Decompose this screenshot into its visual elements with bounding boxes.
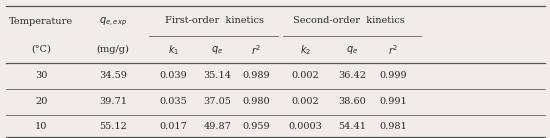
Text: 34.59: 34.59 [99,71,127,80]
Text: $k_2$: $k_2$ [300,43,311,57]
Text: 49.87: 49.87 [204,122,231,131]
Text: 20: 20 [35,97,47,106]
Text: $r^2$: $r^2$ [251,43,261,57]
Text: 0.0003: 0.0003 [288,122,322,131]
Text: First-order  kinetics: First-order kinetics [165,15,264,25]
Text: 0.959: 0.959 [242,122,270,131]
Text: 30: 30 [35,71,47,80]
Text: 54.41: 54.41 [338,122,366,131]
Text: 35.14: 35.14 [204,71,231,80]
Text: 37.05: 37.05 [204,97,231,106]
Text: 0.999: 0.999 [379,71,407,80]
Text: Temperature: Temperature [9,17,73,26]
Text: 0.039: 0.039 [160,71,187,80]
Text: 0.002: 0.002 [292,71,319,80]
Text: 10: 10 [35,122,47,131]
Text: (°C): (°C) [31,44,51,54]
Text: 55.12: 55.12 [99,122,127,131]
Text: 0.017: 0.017 [160,122,187,131]
Text: (mg/g): (mg/g) [96,44,129,54]
Text: $r^2$: $r^2$ [388,43,398,57]
Text: 39.71: 39.71 [99,97,127,106]
Text: $q_e$: $q_e$ [211,44,223,56]
Text: $q_e$: $q_e$ [346,44,358,56]
Text: 36.42: 36.42 [338,71,366,80]
Text: 0.002: 0.002 [292,97,319,106]
Text: 38.60: 38.60 [338,97,366,106]
Text: 0.991: 0.991 [379,97,407,106]
Text: 0.981: 0.981 [379,122,407,131]
Text: $q_{e,\mathit{exp}}$: $q_{e,\mathit{exp}}$ [98,15,127,28]
Text: 0.980: 0.980 [242,97,270,106]
Text: 0.989: 0.989 [242,71,270,80]
Text: Second-order  kinetics: Second-order kinetics [293,15,405,25]
Text: $k_1$: $k_1$ [168,43,179,57]
Text: 0.035: 0.035 [160,97,187,106]
